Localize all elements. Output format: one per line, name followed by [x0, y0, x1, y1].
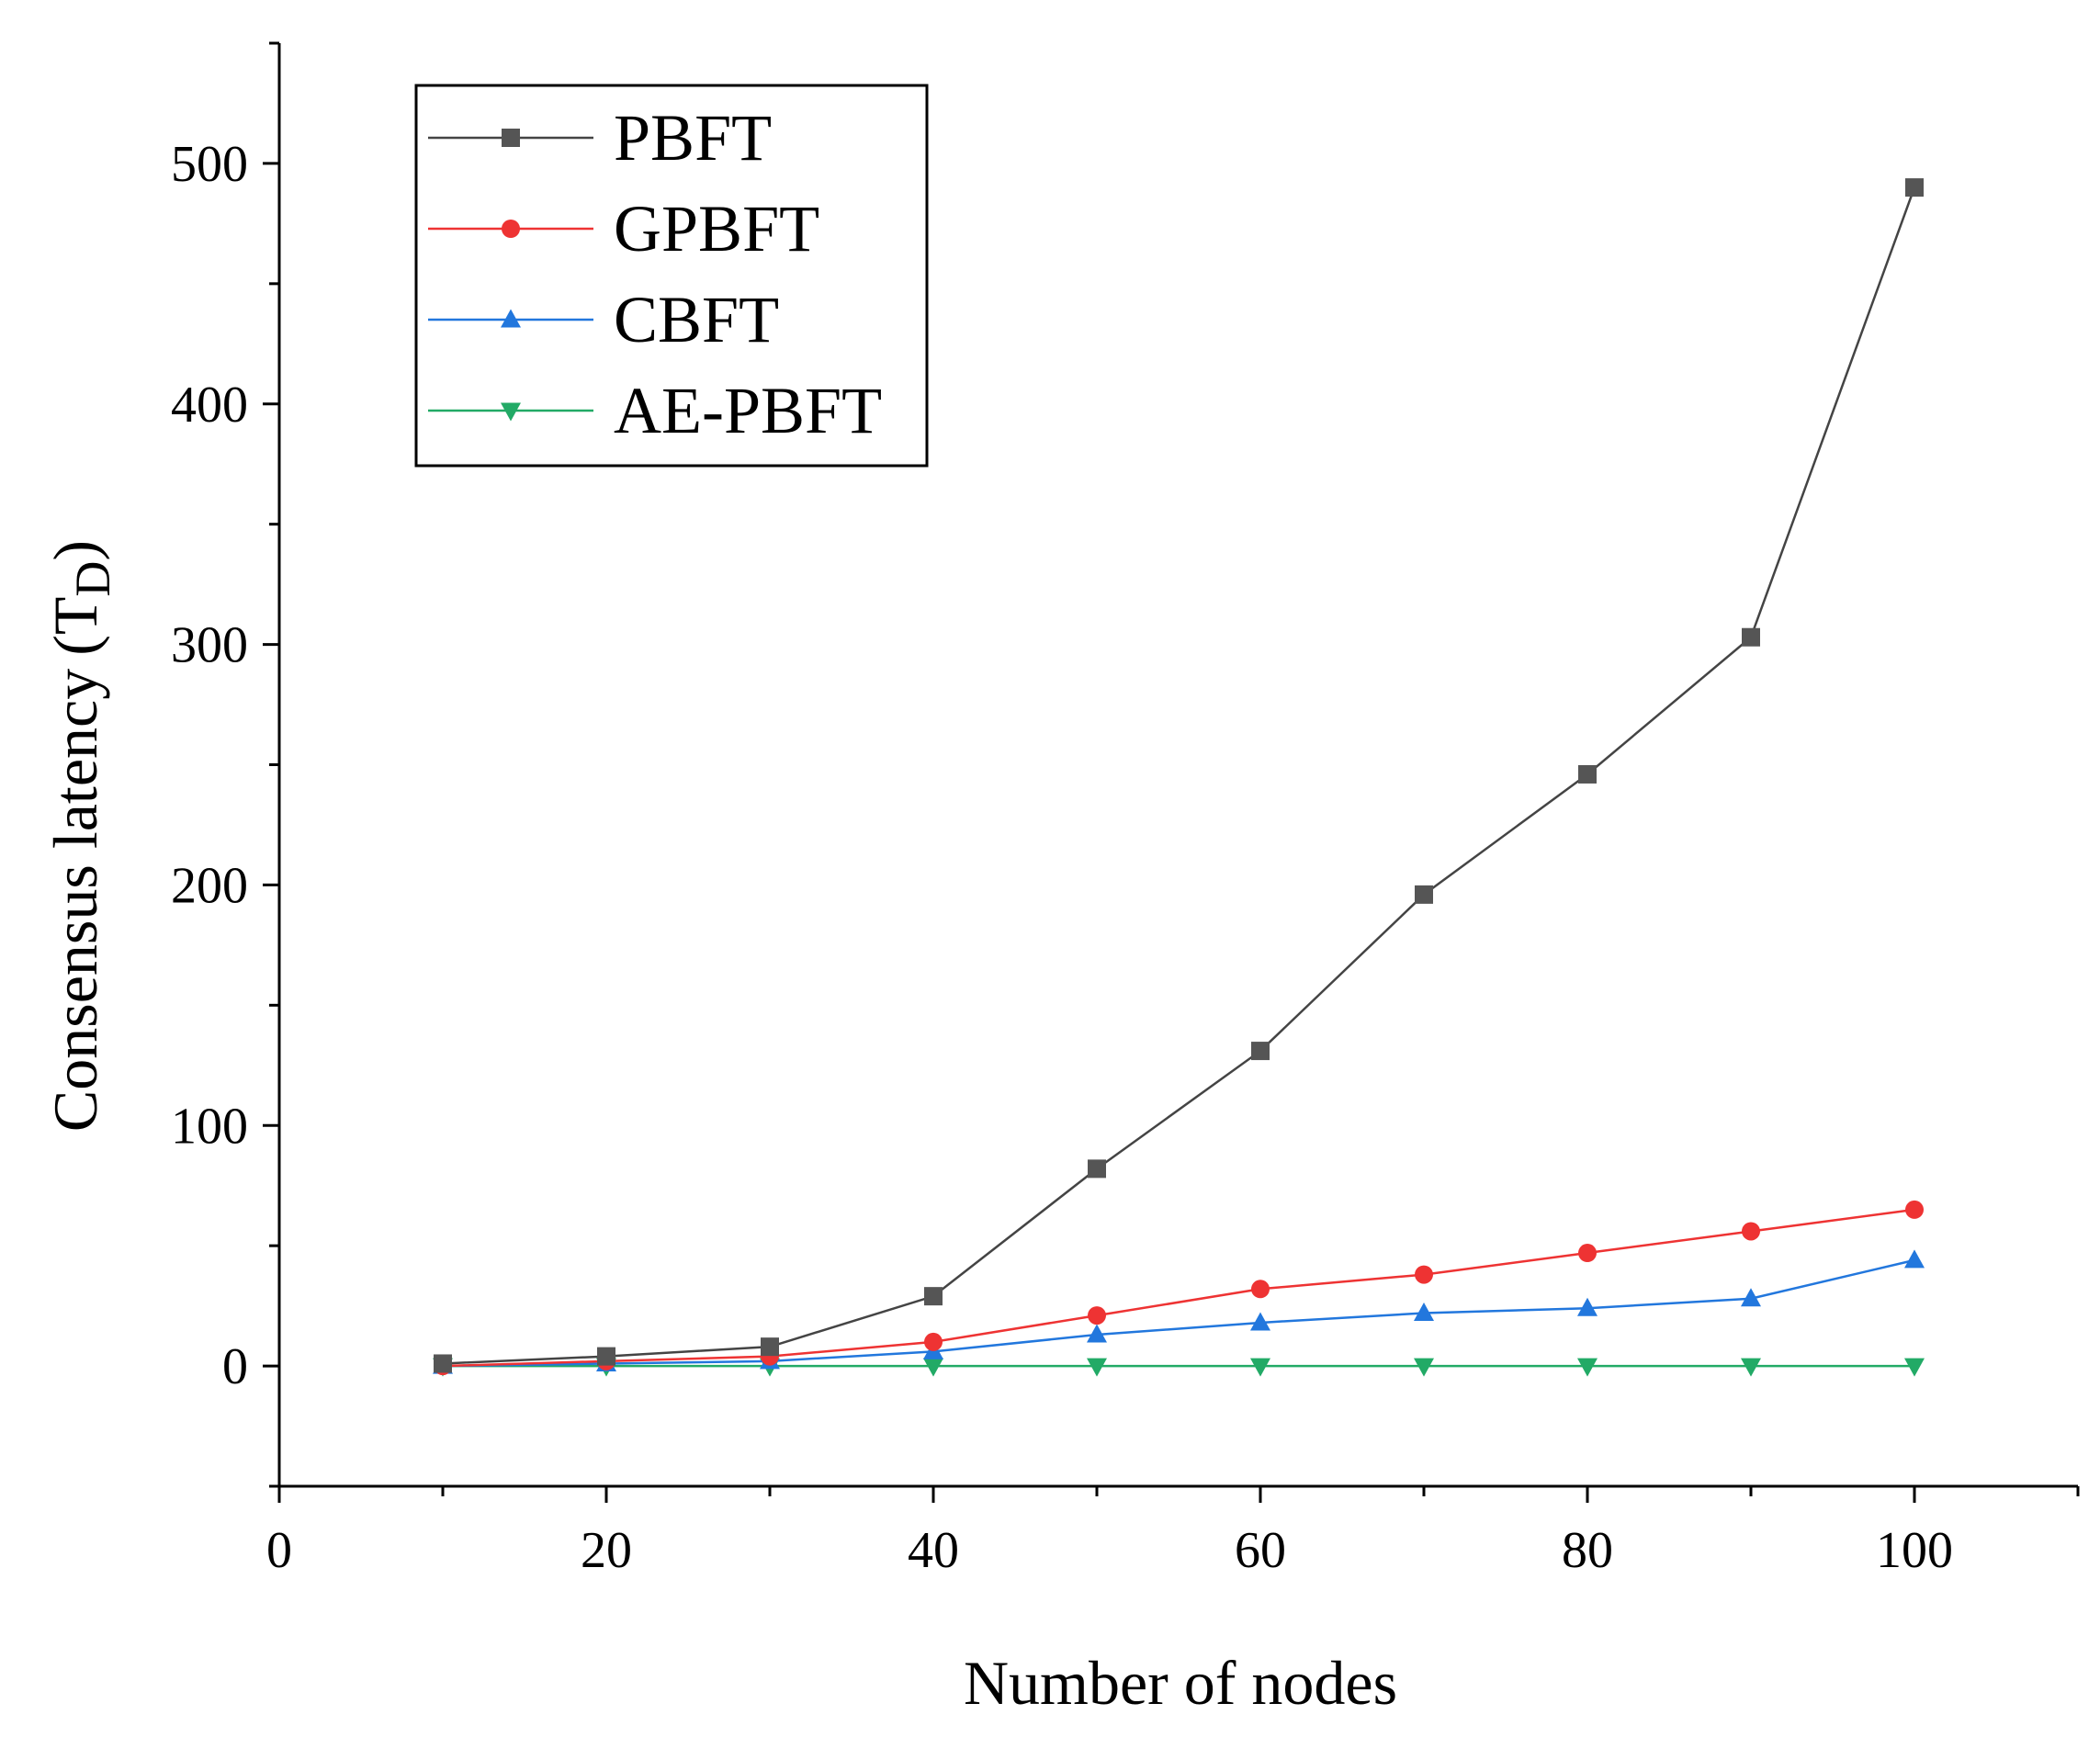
- data-point: [1414, 1302, 1434, 1321]
- series-line: [442, 186, 1916, 1365]
- data-point: [1905, 178, 1924, 197]
- legend-label: AE-PBFT: [614, 374, 882, 447]
- data-point: [1742, 1222, 1760, 1241]
- legend-marker: [502, 220, 520, 238]
- legend-marker: [501, 402, 521, 422]
- x-tick-label: 60: [1235, 1522, 1286, 1579]
- data-point: [1578, 1244, 1597, 1263]
- data-point: [1577, 1358, 1598, 1377]
- legend-item-cbft: CBFT: [428, 283, 779, 356]
- data-point: [1904, 1249, 1925, 1269]
- x-tick-label: 20: [581, 1522, 632, 1579]
- data-point: [924, 1332, 943, 1351]
- axes: 0 100 200 300 400 500 0 20 40 60 80 100: [171, 41, 2080, 1579]
- legend-label: CBFT: [614, 283, 779, 356]
- data-point: [1577, 1297, 1598, 1316]
- data-point: [1578, 764, 1597, 784]
- series-cbft: [433, 1249, 1925, 1374]
- data-point: [434, 1354, 452, 1373]
- series-layer: [433, 178, 1925, 1377]
- legend-label: PBFT: [614, 101, 772, 175]
- y-tick-label: 0: [222, 1338, 248, 1395]
- y-axis-label-unit: T: [40, 597, 110, 636]
- legend-item-gpbft: GPBFT: [428, 192, 819, 265]
- series-ae-pbft: [433, 1358, 1925, 1377]
- y-tick-label: 200: [171, 857, 248, 914]
- x-tick-label: 0: [266, 1522, 292, 1579]
- y-tick-label: 500: [171, 136, 248, 193]
- data-point: [1905, 1200, 1924, 1219]
- y-tick-label: 100: [171, 1098, 248, 1155]
- legend-box: [414, 84, 929, 468]
- legend-items: PBFT GPBFT CBFT AE-PBFT: [428, 101, 882, 447]
- data-point: [1904, 1358, 1925, 1377]
- series-line: [442, 1258, 1915, 1368]
- data-point: [1088, 1306, 1106, 1325]
- data-point: [1087, 1358, 1107, 1377]
- data-point: [597, 1347, 615, 1366]
- data-point: [1251, 1042, 1270, 1061]
- y-axis-label-paren-close: ): [40, 540, 110, 561]
- legend-label: GPBFT: [614, 192, 819, 265]
- data-point: [1251, 1280, 1270, 1299]
- data-point: [1415, 1265, 1433, 1284]
- data-point: [1414, 1358, 1434, 1377]
- y-axis-label-paren-open: (: [40, 635, 110, 656]
- data-point: [924, 1287, 943, 1306]
- legend-item-ae-pbft: AE-PBFT: [428, 374, 882, 447]
- y-tick-label: 400: [171, 377, 248, 434]
- series-pbft: [434, 178, 1924, 1373]
- data-point: [1741, 1358, 1761, 1377]
- series-line: [442, 1208, 1915, 1368]
- data-point: [761, 1337, 779, 1357]
- data-point: [1741, 1288, 1761, 1307]
- y-axis-label: Consensus latency (TD): [40, 540, 120, 1132]
- x-tick-label: 40: [908, 1522, 959, 1579]
- legend-item-pbft: PBFT: [428, 101, 772, 175]
- y-axis-label-unit-sub: D: [65, 561, 120, 597]
- series-gpbft: [434, 1200, 1924, 1376]
- data-point: [1250, 1358, 1270, 1377]
- x-tick-label: 80: [1562, 1522, 1613, 1579]
- legend-marker: [502, 129, 520, 147]
- data-point: [1742, 627, 1760, 647]
- data-point: [1088, 1159, 1106, 1179]
- data-point: [923, 1358, 943, 1377]
- data-point: [1250, 1312, 1270, 1331]
- x-tick-label: 100: [1876, 1522, 1953, 1579]
- y-axis-label-text: Consensus latency: [40, 669, 110, 1132]
- x-axis-label: Number of nodes: [964, 1648, 1397, 1718]
- data-point: [1087, 1324, 1107, 1343]
- legend: PBFT GPBFT CBFT AE-PBFT: [414, 84, 929, 468]
- y-tick-label: 300: [171, 617, 248, 674]
- legend-marker: [501, 309, 521, 328]
- data-point: [1415, 885, 1433, 904]
